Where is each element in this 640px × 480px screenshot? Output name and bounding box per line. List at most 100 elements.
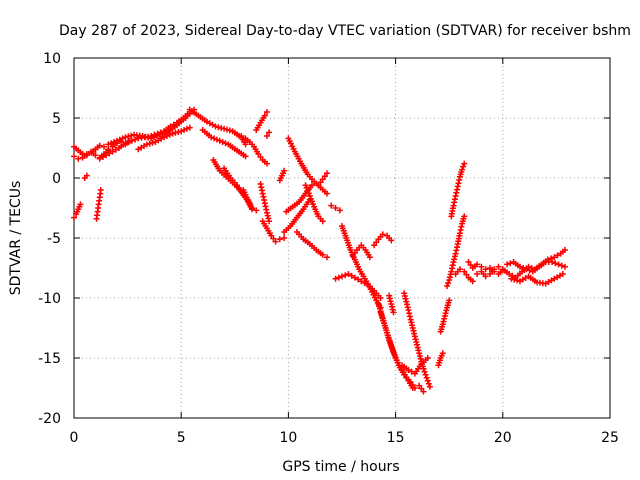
data-point (83, 172, 90, 179)
data-point (506, 271, 513, 277)
data-point (263, 160, 270, 167)
data-point (482, 266, 489, 273)
series-t22 (293, 229, 330, 261)
data-point (161, 134, 168, 141)
data-point (461, 213, 468, 220)
data-point-trace (548, 255, 555, 262)
data-point (474, 261, 481, 268)
data-point-trace (125, 133, 132, 140)
x-tick-label: 20 (494, 430, 512, 446)
y-tick-label: 0 (52, 171, 61, 187)
data-point-trace (112, 146, 119, 153)
data-point (105, 141, 112, 148)
data-point (323, 190, 330, 197)
data-point-trace (509, 272, 516, 279)
data-point (422, 371, 429, 378)
data-point (128, 137, 135, 144)
data-point (551, 254, 558, 261)
data-point-trace (166, 131, 173, 138)
data-point-trace (108, 140, 115, 147)
data-point-trace (222, 140, 229, 147)
plot-frame (73, 57, 611, 419)
y-tick-label: -15 (38, 351, 61, 367)
data-points (71, 106, 568, 395)
data-point-trace (172, 129, 179, 136)
data-point (559, 271, 566, 277)
x-tick-label: 15 (387, 430, 405, 446)
y-axis-label: SDTVAR / TECUs (8, 181, 24, 296)
data-point (281, 235, 288, 241)
data-point-trace (511, 276, 518, 283)
data-point (103, 152, 110, 159)
data-point-trace (146, 140, 153, 147)
grid (74, 58, 610, 418)
data-point (332, 205, 339, 211)
series-t3 (81, 172, 90, 181)
data-point (390, 309, 397, 316)
data-point-trace (181, 127, 188, 133)
data-point (96, 142, 103, 149)
data-point-trace (552, 260, 559, 267)
data-point (212, 123, 219, 130)
series-t8 (186, 106, 249, 148)
series-t18 (276, 167, 288, 184)
data-point-trace (119, 135, 126, 142)
data-point-trace (520, 265, 527, 271)
data-point-trace (226, 127, 233, 134)
series-t40 (465, 259, 506, 277)
series-t9 (199, 127, 249, 160)
series-t38 (448, 160, 468, 220)
data-point-trace (183, 125, 190, 132)
data-point (336, 207, 343, 214)
series-t36 (437, 297, 453, 335)
y-tick-label: -5 (47, 231, 61, 247)
data-point (281, 167, 288, 174)
data-point (96, 155, 103, 162)
data-point (169, 130, 176, 137)
data-point (366, 254, 373, 261)
data-point (504, 261, 511, 268)
data-point (308, 182, 315, 189)
data-point (459, 166, 466, 173)
data-point-trace (125, 139, 132, 145)
data-point-trace (162, 129, 169, 136)
data-point (420, 365, 427, 372)
data-point (405, 367, 412, 373)
data-point (248, 205, 255, 211)
data-point (351, 274, 358, 281)
data-point (508, 275, 515, 282)
data-point (446, 297, 453, 304)
data-point (444, 283, 451, 289)
data-point (319, 218, 326, 225)
data-point-trace (153, 133, 160, 139)
data-point (186, 124, 193, 131)
data-point-trace (175, 129, 182, 135)
data-point (523, 266, 530, 273)
data-point-trace (355, 276, 362, 283)
series-t34 (401, 290, 433, 390)
data-point-trace (348, 272, 355, 279)
data-point (122, 134, 129, 141)
series-t15 (257, 181, 273, 225)
data-point (101, 143, 108, 150)
x-tick-label: 0 (70, 430, 79, 446)
data-point (420, 388, 427, 395)
x-tick-label: 10 (279, 430, 297, 446)
data-point (221, 125, 228, 132)
series-t37 (444, 213, 468, 289)
data-point (411, 385, 418, 391)
data-point (109, 148, 116, 155)
series-t0 (71, 201, 84, 221)
data-point (208, 134, 215, 141)
series-t39 (452, 266, 476, 285)
y-tick-label: 5 (52, 111, 61, 127)
data-point-trace (132, 136, 139, 143)
y-tick-label: -20 (38, 411, 61, 427)
data-point (332, 275, 339, 282)
chart-title: Day 287 of 2023, Sidereal Day-to-day VTE… (59, 23, 631, 39)
data-point (339, 273, 345, 280)
series-t27 (339, 223, 384, 311)
data-point (319, 251, 326, 258)
data-point-trace (514, 277, 521, 284)
data-point-trace (211, 135, 218, 142)
